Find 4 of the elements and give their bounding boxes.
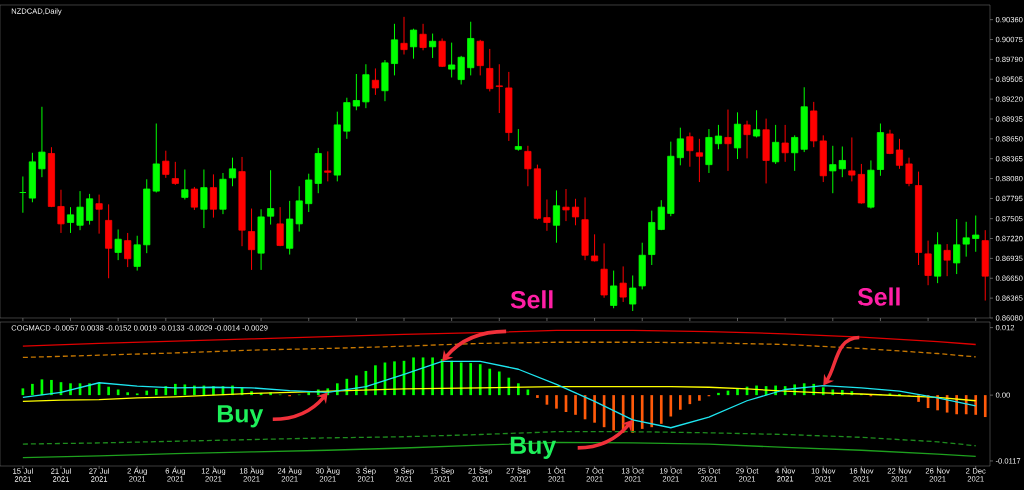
annotation: Buy <box>510 436 557 460</box>
annotation: Buy <box>217 405 264 428</box>
annotation: Sell <box>510 290 553 309</box>
annotation: Sell <box>857 287 900 306</box>
